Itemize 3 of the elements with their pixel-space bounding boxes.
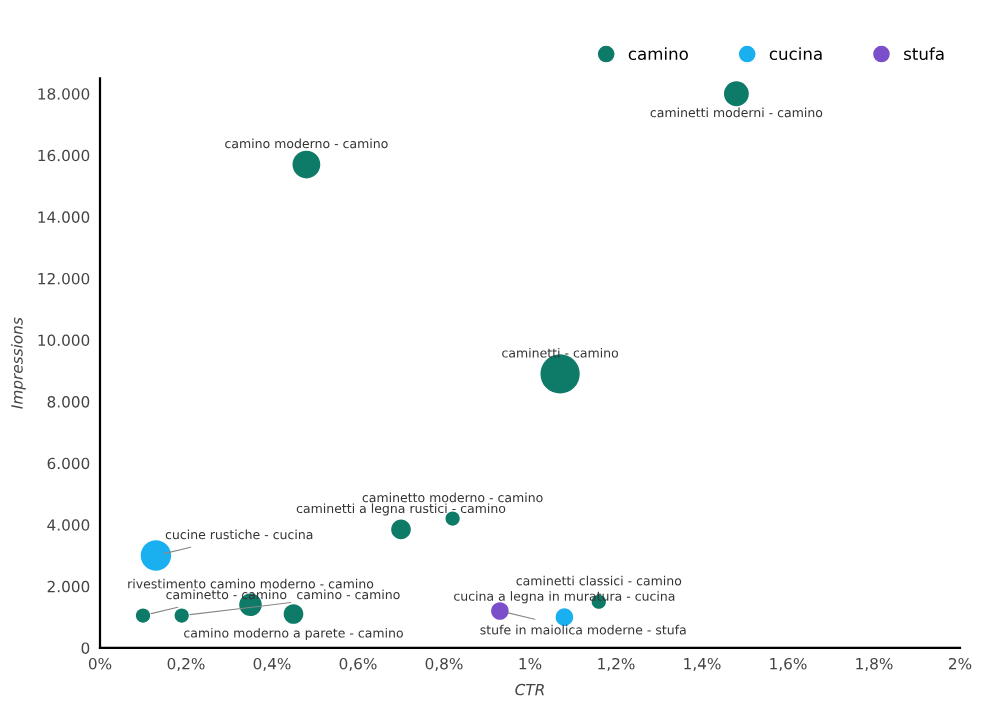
legend-label: cucina xyxy=(769,47,822,61)
legend-label: camino xyxy=(628,47,688,61)
legend-label: stufa xyxy=(904,47,944,61)
